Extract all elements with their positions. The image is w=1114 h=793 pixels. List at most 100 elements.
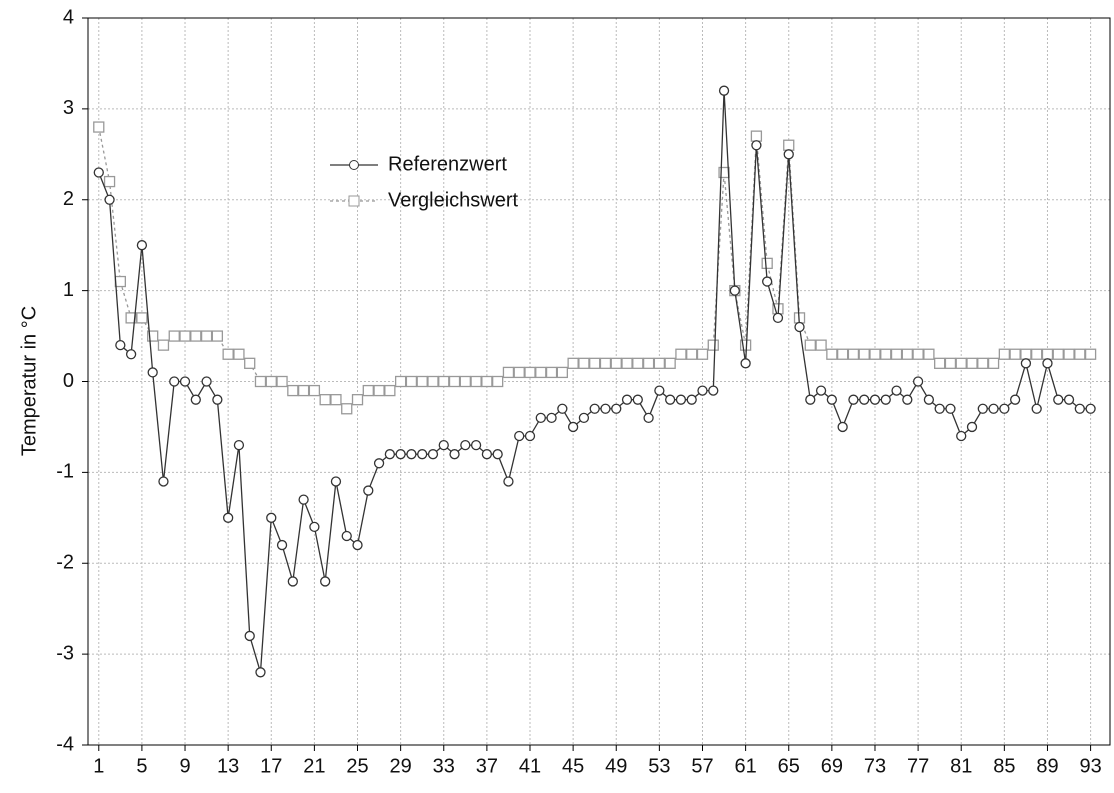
point (729, 285, 740, 296)
point (686, 348, 698, 360)
point (535, 366, 547, 379)
point (805, 394, 816, 405)
x-tick-label: 33 (433, 755, 455, 777)
point (244, 630, 255, 642)
y-tick-label: -2 (56, 552, 74, 574)
point (1041, 348, 1054, 360)
legend-label: Vergleichswert (388, 189, 519, 211)
point (987, 357, 1000, 369)
point (513, 366, 525, 379)
point (859, 394, 870, 405)
x-tick-label: 29 (390, 755, 412, 777)
point (330, 476, 342, 487)
y-axis-label: Temperatur in °C (18, 306, 40, 456)
point (427, 449, 439, 460)
point (287, 576, 298, 587)
point (944, 357, 957, 369)
point (739, 339, 752, 351)
point (363, 485, 374, 496)
point (826, 348, 838, 360)
point (373, 458, 385, 469)
y-tick-label: 3 (63, 97, 74, 119)
x-tick-label: 65 (778, 755, 800, 777)
point (179, 376, 191, 387)
point (502, 366, 515, 379)
point (761, 257, 773, 270)
point (945, 403, 956, 414)
point (901, 348, 913, 360)
point (632, 357, 644, 369)
point (912, 376, 924, 387)
point (254, 375, 267, 388)
point (642, 357, 655, 369)
point (212, 394, 223, 405)
y-tick-label: -4 (56, 733, 74, 755)
point (211, 330, 224, 342)
point (449, 449, 460, 460)
point (707, 339, 719, 351)
point (535, 412, 546, 424)
point (169, 376, 180, 387)
point (114, 275, 126, 288)
point (147, 330, 159, 342)
point (438, 439, 449, 451)
point (352, 539, 363, 551)
point (341, 530, 352, 542)
point (308, 384, 321, 397)
point (1020, 348, 1032, 360)
point (621, 357, 633, 369)
legend-marker (349, 160, 359, 170)
point (320, 576, 331, 587)
point (599, 357, 612, 369)
point (686, 394, 697, 405)
point (406, 449, 417, 460)
point (783, 149, 794, 160)
point (492, 375, 504, 388)
x-tick-label: 77 (907, 755, 929, 777)
point (351, 394, 364, 406)
point (1009, 348, 1021, 360)
point (1063, 394, 1075, 405)
point (481, 375, 493, 388)
point (481, 449, 493, 460)
x-tick-label: 93 (1079, 755, 1101, 777)
legend-label: Referenzwert (388, 153, 507, 175)
point (621, 394, 633, 405)
point (956, 430, 967, 442)
point (1053, 394, 1064, 405)
point (93, 167, 104, 178)
point (847, 348, 860, 360)
x-tick-label: 73 (864, 755, 886, 777)
point (233, 439, 245, 451)
point (934, 357, 946, 369)
point (427, 375, 439, 388)
point (104, 194, 115, 205)
point (848, 394, 859, 405)
point (255, 667, 266, 678)
point (384, 384, 396, 397)
point (902, 394, 913, 405)
point (1084, 348, 1097, 360)
point (557, 403, 568, 414)
point (955, 357, 967, 369)
point (157, 339, 170, 351)
x-tick-label: 61 (734, 755, 756, 777)
point (578, 357, 590, 369)
x-tick-label: 17 (260, 755, 282, 777)
point (233, 348, 245, 360)
point (567, 421, 579, 433)
x-tick-label: 41 (519, 755, 541, 777)
x-tick-label: 85 (993, 755, 1015, 777)
point (675, 348, 687, 360)
point (1009, 394, 1021, 405)
point (168, 330, 180, 342)
point (923, 394, 935, 405)
point (395, 449, 406, 460)
point (115, 339, 126, 351)
x-tick-label: 25 (346, 755, 368, 777)
point (276, 375, 288, 388)
point (373, 384, 385, 397)
point (93, 121, 105, 133)
point (891, 385, 902, 396)
